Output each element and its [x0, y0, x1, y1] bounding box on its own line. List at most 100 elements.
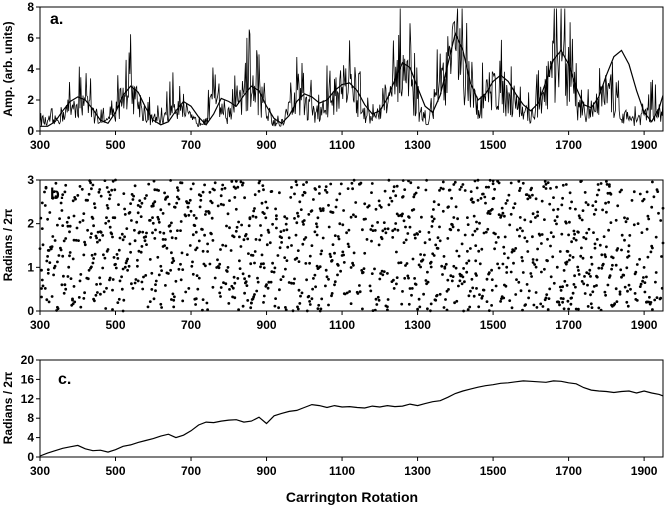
scatter-point [654, 271, 658, 274]
scatter-point [531, 212, 535, 216]
scatter-point [523, 236, 527, 240]
scatter-point [206, 308, 210, 312]
scatter-point [595, 238, 599, 241]
scatter-point [499, 300, 502, 303]
scatter-point [128, 211, 132, 214]
scatter-point [311, 287, 314, 291]
scatter-point [429, 309, 432, 313]
scatter-point [189, 187, 193, 191]
scatter-point [246, 299, 250, 302]
scatter-point [450, 196, 453, 200]
scatter-point [259, 234, 263, 237]
scatter-point [589, 255, 593, 259]
scatter-point [565, 260, 569, 264]
scatter-point [625, 266, 629, 270]
scatter-point [211, 285, 215, 289]
scatter-point [216, 204, 220, 208]
scatter-point [560, 232, 564, 236]
scatter-point [490, 304, 493, 307]
scatter-point [102, 253, 105, 257]
scatter-point [154, 283, 157, 286]
scatter-point [157, 220, 161, 224]
scatter-point [605, 245, 608, 249]
scatter-point [260, 201, 264, 205]
scatter-point [660, 286, 664, 290]
scatter-point [117, 297, 121, 301]
scatter-point [384, 231, 388, 235]
scatter-point [455, 249, 459, 253]
scatter-point [270, 190, 274, 193]
scatter-point [592, 231, 595, 235]
scatter-point [301, 193, 305, 197]
scatter-point [549, 187, 552, 190]
scatter-point [640, 231, 644, 235]
scatter-point [418, 230, 422, 234]
scatter-point [53, 239, 57, 242]
scatter-point [373, 229, 377, 232]
scatter-point [262, 266, 266, 270]
scatter-point [645, 275, 648, 279]
scatter-point [368, 284, 372, 288]
scatter-point [107, 190, 111, 194]
scatter-point [140, 245, 144, 248]
scatter-point [191, 260, 194, 264]
scatter-point [534, 216, 537, 219]
scatter-point [338, 192, 342, 196]
scatter-point [78, 185, 82, 188]
scatter-point [484, 185, 488, 189]
scatter-point [60, 283, 64, 287]
scatter-point [580, 246, 583, 250]
scatter-point [196, 287, 200, 291]
scatter-point [243, 291, 247, 295]
scatter-point [104, 221, 108, 225]
scatter-point [144, 235, 148, 239]
scatter-point [551, 255, 555, 259]
scatter-point [316, 307, 320, 310]
scatter-point [336, 264, 340, 267]
scatter-point [620, 233, 624, 237]
scatter-point [113, 216, 117, 220]
scatter-point [475, 287, 478, 290]
scatter-point [253, 261, 256, 265]
scatter-point [101, 266, 105, 270]
scatter-point [518, 216, 522, 219]
scatter-point [266, 286, 270, 290]
scatter-point [430, 215, 434, 219]
scatter-point [43, 204, 47, 207]
scatter-point [123, 213, 127, 216]
scatter-point [626, 289, 629, 293]
scatter-point [470, 197, 474, 201]
scatter-point [105, 204, 109, 207]
scatter-point [452, 264, 456, 268]
scatter-point [453, 180, 457, 184]
scatter-point [457, 254, 461, 258]
scatter-point [510, 306, 514, 310]
scatter-point [125, 227, 129, 231]
x-tick-label: 1100 [329, 464, 355, 478]
scatter-point [568, 220, 571, 224]
scatter-point [39, 216, 43, 220]
scatter-point [370, 239, 373, 243]
scatter-point [141, 230, 145, 234]
scatter-point [410, 293, 413, 297]
scatter-point [296, 249, 300, 253]
scatter-point [413, 236, 417, 240]
scatter-point [471, 233, 475, 237]
scatter-point [566, 250, 570, 253]
scatter-point [208, 190, 212, 194]
scatter-point [310, 244, 314, 248]
scatter-point [307, 294, 311, 298]
scatter-point [627, 254, 631, 258]
scatter-point [533, 263, 536, 266]
y-tick-label: 1 [27, 260, 34, 274]
scatter-point [349, 266, 353, 269]
scatter-point [90, 232, 93, 236]
scatter-point [197, 239, 201, 243]
scatter-point [320, 249, 324, 253]
y-axis-label-c: Radians / 2π [1, 372, 15, 445]
scatter-point [72, 285, 76, 288]
scatter-point [436, 236, 440, 240]
scatter-point [651, 246, 654, 250]
scatter-point [569, 302, 573, 306]
scatter-point [175, 201, 179, 205]
